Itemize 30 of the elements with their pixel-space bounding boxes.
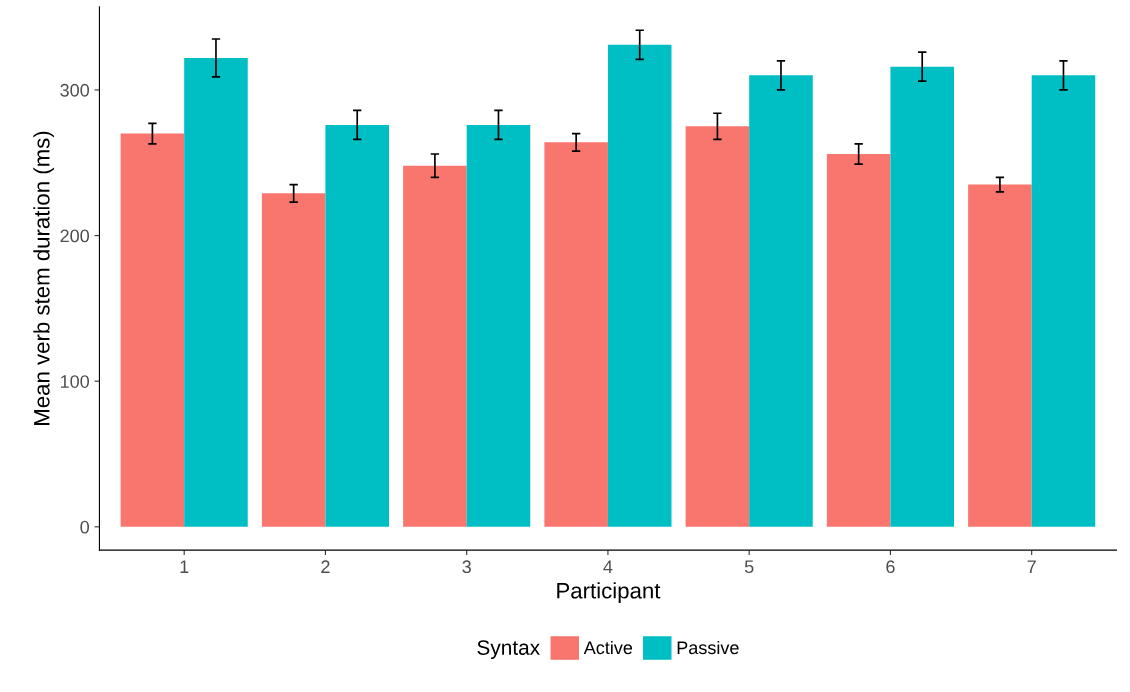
bar xyxy=(184,57,248,527)
x-tick-label: 1 xyxy=(180,560,189,573)
bar xyxy=(120,133,185,527)
y-tick-label: 0 xyxy=(80,520,90,534)
bar xyxy=(890,66,954,527)
x-tick-label: 4 xyxy=(603,560,613,573)
x-tick-label: 5 xyxy=(744,560,754,574)
bar xyxy=(749,75,813,527)
x-tick-label: 2 xyxy=(321,560,330,573)
legend-label: Passive xyxy=(677,640,739,655)
bar xyxy=(403,165,467,527)
x-tick-label: 7 xyxy=(1027,560,1036,573)
bar xyxy=(826,154,891,527)
bar xyxy=(466,124,531,527)
bar xyxy=(685,126,750,527)
y-tick-label: 100 xyxy=(60,375,90,388)
y-tick-label: 300 xyxy=(60,83,90,97)
bar xyxy=(544,142,608,527)
x-tick-label: 6 xyxy=(886,560,895,574)
x-axis-title: Participant xyxy=(557,582,661,603)
x-tick-label: 3 xyxy=(462,560,471,574)
y-tick-label: 200 xyxy=(60,229,90,243)
legend-title: Syntax xyxy=(477,640,540,660)
bar xyxy=(968,184,1032,527)
bar xyxy=(607,44,672,527)
bar xyxy=(1031,75,1096,527)
bar xyxy=(325,124,389,527)
bar xyxy=(261,193,326,527)
y-axis-title: Mean verb stem duration (ms) xyxy=(33,131,55,425)
legend-label: Active xyxy=(583,640,633,655)
